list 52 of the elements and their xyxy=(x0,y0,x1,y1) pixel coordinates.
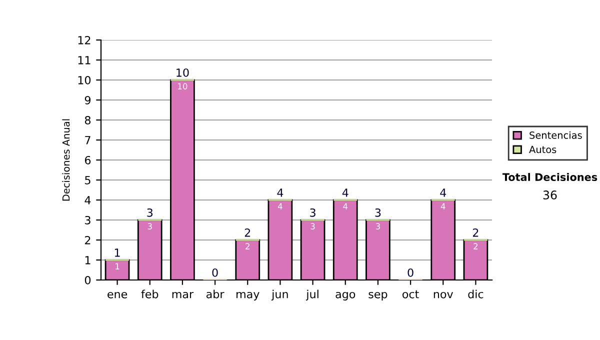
total-label: 3 xyxy=(310,208,316,217)
total-label: 2 xyxy=(472,228,478,237)
total-label: 1 xyxy=(114,248,120,257)
total-label: 0 xyxy=(408,268,414,277)
text: Total Decisiones xyxy=(502,172,598,182)
data-label: 4 xyxy=(343,203,348,210)
data-label: 2 xyxy=(246,243,250,250)
y-tick-label: 3 xyxy=(85,216,90,224)
y-tick-label: 7 xyxy=(85,136,90,144)
legend-label: Sentencias xyxy=(530,131,582,139)
x-tick-label: abr xyxy=(206,290,224,298)
y-tick-label: 11 xyxy=(78,56,90,64)
x-tick-label: mar xyxy=(172,292,194,298)
x-tick-label: ene xyxy=(108,292,128,298)
x-tick-label: feb xyxy=(141,290,158,298)
total-label: 4 xyxy=(440,188,446,197)
data-label: 4 xyxy=(278,203,282,210)
y-tick-label: 6 xyxy=(84,156,91,164)
x-tick-label: oct xyxy=(402,290,419,298)
x-tick-label: sep xyxy=(368,292,388,300)
data-label: 2 xyxy=(474,243,478,250)
y-tick-label: 1 xyxy=(85,256,90,264)
y-tick-label: 8 xyxy=(84,116,91,124)
text: 36 xyxy=(543,190,557,200)
data-label: 3 xyxy=(148,223,152,230)
data-label: 3 xyxy=(376,223,380,230)
total-label: 4 xyxy=(342,188,348,197)
total-label: 10 xyxy=(176,68,189,77)
y-tick-label: 2 xyxy=(85,236,90,244)
x-tick-label: may xyxy=(236,292,260,300)
data-label: 1 xyxy=(116,263,120,270)
y-tick-label: 5 xyxy=(85,176,90,184)
y-tick-label: 0 xyxy=(84,276,91,284)
data-label: 4 xyxy=(440,203,446,210)
y-tick-label: 12 xyxy=(78,36,90,44)
data-label: 3 xyxy=(310,223,315,230)
x-tick-label: nov xyxy=(434,292,453,298)
x-tick-label: ago xyxy=(336,292,356,300)
total-label: 0 xyxy=(212,268,218,277)
x-tick-label: jun xyxy=(271,290,288,300)
y-tick-label: 4 xyxy=(84,196,91,204)
y-tick-label: 10 xyxy=(78,76,91,84)
y-axis-title: Decisiones Anual xyxy=(62,119,70,201)
data-label: 10 xyxy=(178,83,188,90)
total-label: 2 xyxy=(244,228,250,237)
y-tick-label: 9 xyxy=(84,96,90,104)
total-label: 4 xyxy=(277,188,284,197)
total-label: 3 xyxy=(375,208,381,217)
x-tick-label: jul xyxy=(306,290,318,300)
total-label: 3 xyxy=(147,208,153,217)
legend-label: Autos xyxy=(529,146,556,154)
x-tick-label: dic xyxy=(468,290,484,298)
